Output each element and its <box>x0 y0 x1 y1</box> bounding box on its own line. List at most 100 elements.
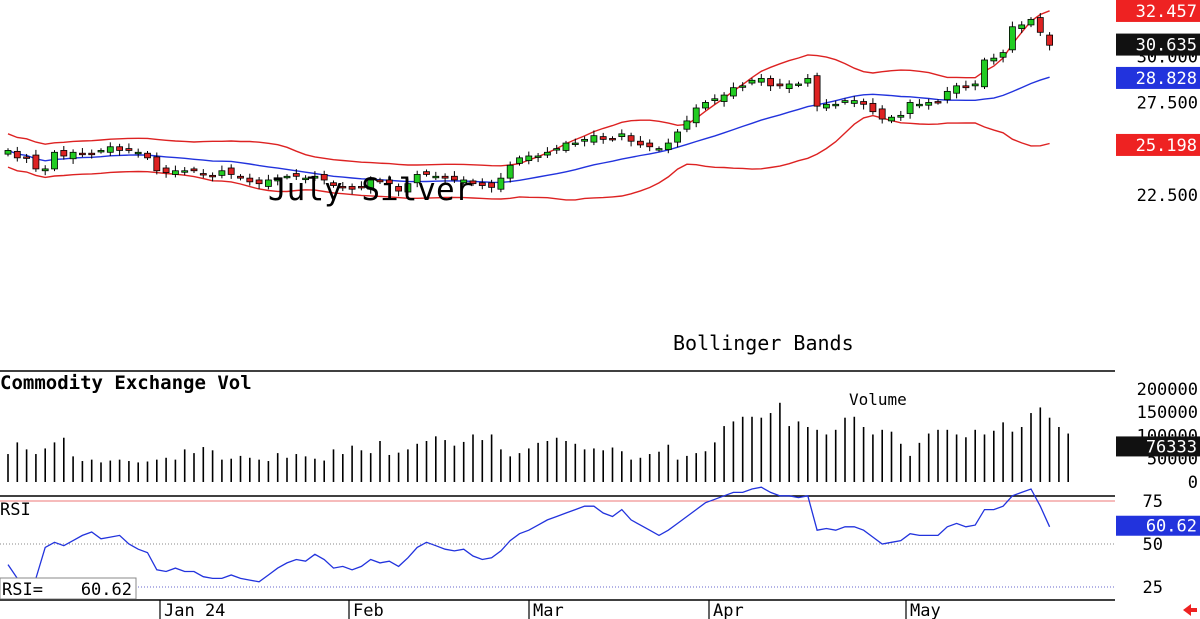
candle <box>330 180 337 188</box>
candle <box>51 150 58 172</box>
candle <box>720 92 728 107</box>
x-axis-label: Jan 24 <box>164 601 225 619</box>
candle <box>544 147 551 159</box>
candle <box>757 74 765 86</box>
candle-body <box>674 131 681 143</box>
candle <box>311 171 319 182</box>
candle <box>41 165 49 176</box>
candle-body <box>23 156 31 159</box>
volume-tick-label: 150000 <box>1137 403 1198 423</box>
candle <box>674 129 681 148</box>
volume-tick-label: 0 <box>1188 473 1198 493</box>
candle <box>767 75 774 92</box>
candle-body <box>534 155 542 158</box>
candle <box>1018 21 1026 34</box>
candle <box>488 179 496 193</box>
candle-body <box>711 98 719 102</box>
candle <box>878 105 886 124</box>
candle <box>906 99 914 119</box>
price-tag-label: 30.635 <box>1136 36 1197 56</box>
candle-body <box>581 138 588 142</box>
candle-body <box>51 151 58 170</box>
candle <box>525 151 533 165</box>
candle <box>1046 32 1053 51</box>
volume-tag-label: 76333 <box>1146 437 1197 457</box>
candle <box>534 153 542 163</box>
candle <box>144 150 151 161</box>
volume-tag-box <box>1116 436 1200 457</box>
candle-body <box>776 83 784 87</box>
candle-body <box>655 148 663 151</box>
candle-body <box>190 168 198 172</box>
candle-body <box>237 175 244 179</box>
candle-body <box>544 151 551 156</box>
candle-body <box>906 102 914 114</box>
candle <box>943 86 951 104</box>
candle <box>618 129 626 141</box>
candle <box>227 164 235 179</box>
candle-body <box>246 177 254 183</box>
candle <box>385 175 393 188</box>
candle-body <box>720 94 728 102</box>
candle-body <box>125 148 133 151</box>
candle-body <box>767 78 774 87</box>
candle-body <box>69 151 77 160</box>
candle <box>888 115 895 124</box>
candle <box>367 176 375 194</box>
candle-body <box>525 155 533 161</box>
candle-body <box>916 103 923 107</box>
candle-body <box>571 142 579 145</box>
candle-body <box>1027 18 1035 26</box>
candle-body <box>562 142 570 151</box>
candle <box>97 148 105 154</box>
volume-panel-title: Commodity Exchange Vol <box>0 372 252 394</box>
candle <box>69 149 77 164</box>
candle <box>646 139 654 152</box>
candle-body <box>869 102 877 113</box>
candle <box>190 166 198 173</box>
candle-body <box>748 79 756 84</box>
candle <box>60 146 68 160</box>
candle-body <box>395 186 403 192</box>
candle <box>348 183 356 195</box>
candle <box>460 176 468 188</box>
candle <box>199 169 207 179</box>
candle <box>702 100 709 111</box>
candle-body <box>757 78 765 83</box>
scroll-arrow-icon <box>1183 604 1197 616</box>
candle-body <box>441 175 449 179</box>
candle <box>432 171 440 180</box>
candle-body <box>153 156 161 172</box>
candle-body <box>432 175 440 179</box>
candle <box>218 165 226 179</box>
candle <box>590 130 598 146</box>
candle-body <box>469 180 477 185</box>
candle-body <box>339 186 347 189</box>
candle-body <box>1046 34 1053 46</box>
candle-body <box>981 59 988 88</box>
candle-body <box>1018 24 1026 30</box>
candle-body <box>478 182 486 186</box>
candle-body <box>330 182 337 186</box>
candle-body <box>199 173 207 176</box>
candle-body <box>171 170 179 175</box>
candle-body <box>144 152 151 159</box>
candle-body <box>785 83 793 90</box>
candle-body <box>627 135 635 142</box>
candle-body <box>599 136 607 140</box>
candle-body <box>97 150 105 153</box>
candle <box>962 80 970 91</box>
candle-body <box>255 179 263 185</box>
x-axis-label: May <box>910 601 941 619</box>
candle-body <box>934 101 942 104</box>
candle <box>599 132 607 144</box>
candle <box>246 173 254 186</box>
candle-body <box>209 174 217 178</box>
price-tag-box <box>1116 0 1200 22</box>
candle <box>841 98 849 105</box>
price-tick-label: 27.500 <box>1137 93 1198 113</box>
x-axis-label: Feb <box>353 601 384 619</box>
candle <box>897 110 905 121</box>
candle-body <box>376 179 384 183</box>
candle <box>404 178 412 195</box>
